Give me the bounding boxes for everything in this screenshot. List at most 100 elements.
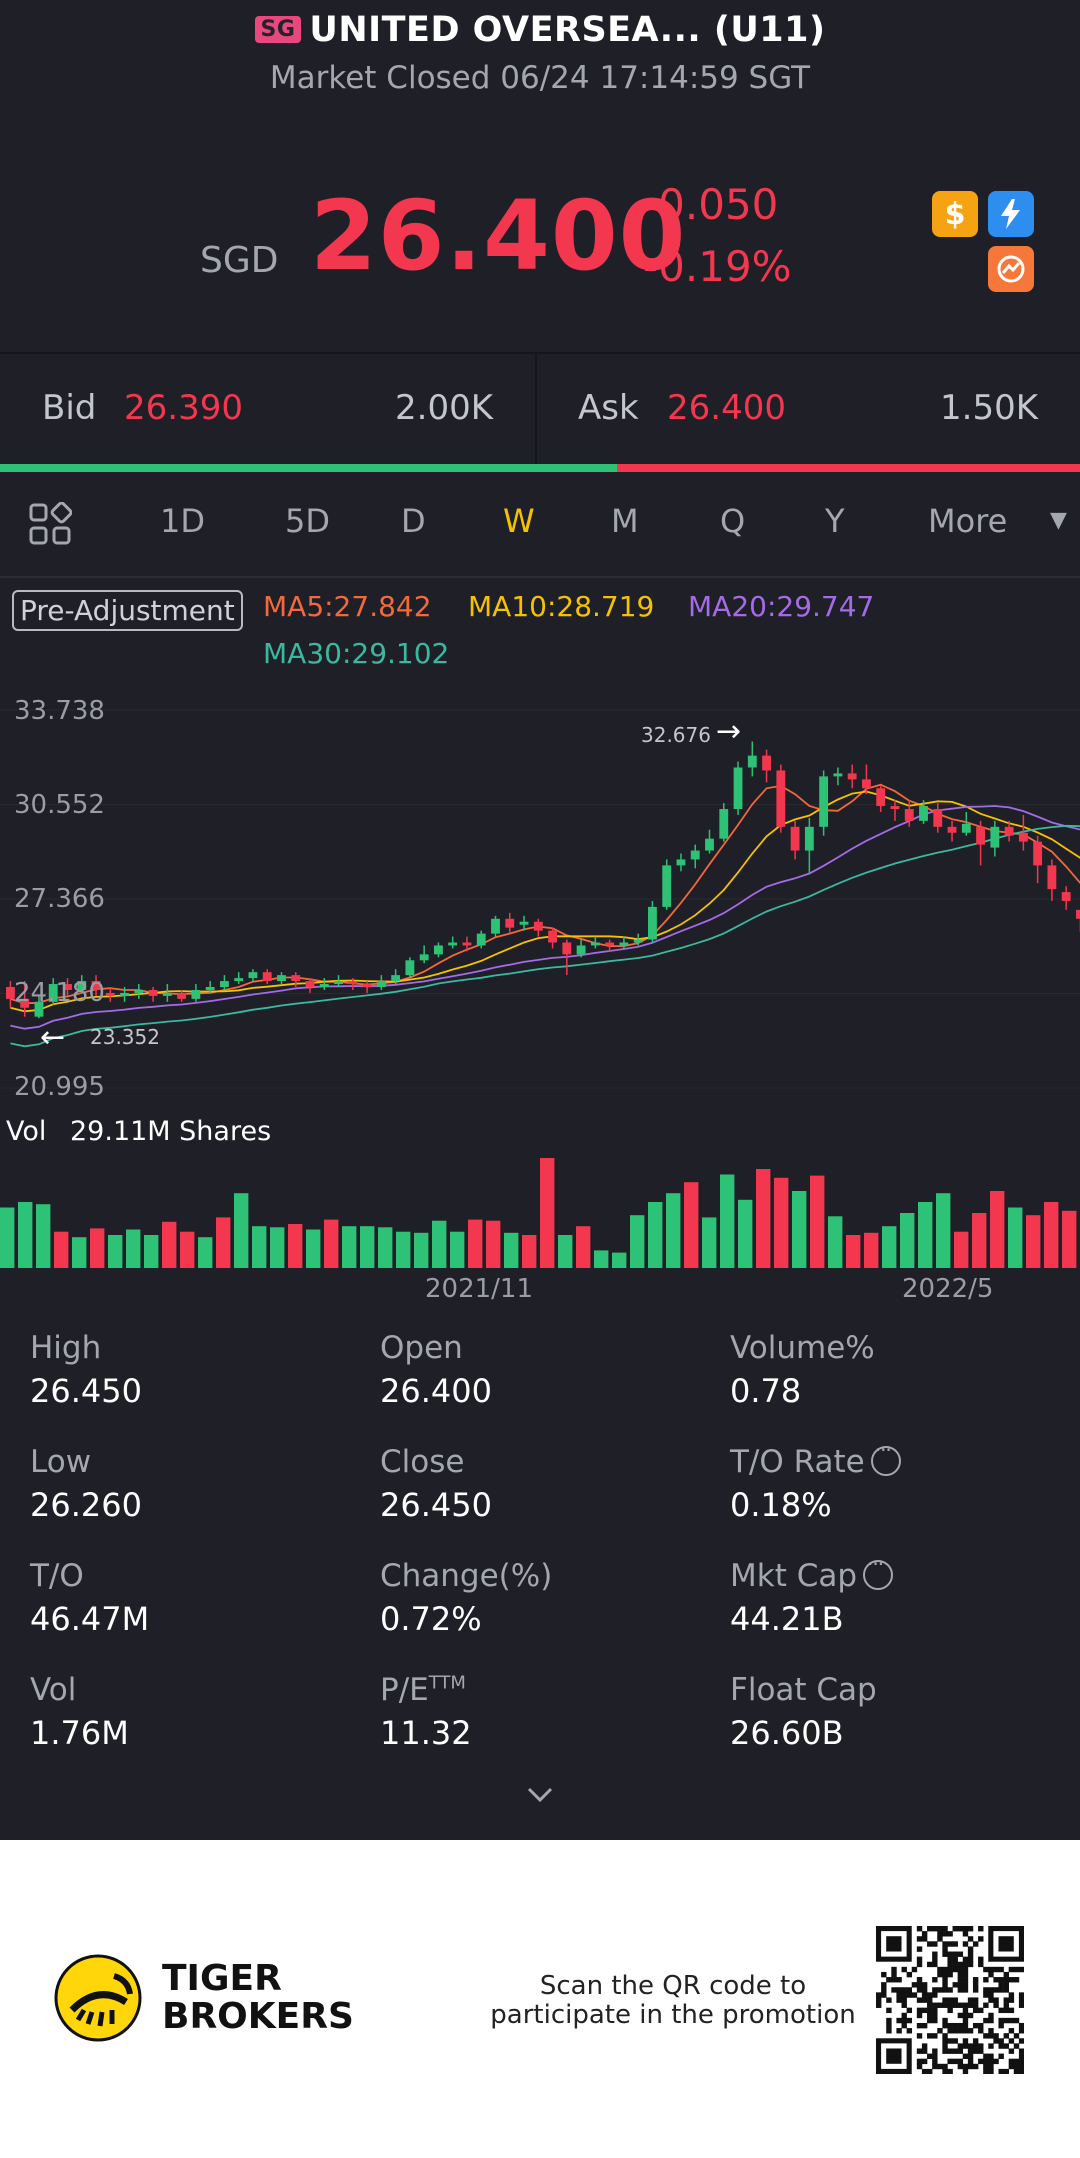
stat-label: Change(%) bbox=[380, 1558, 553, 1594]
volume-bar bbox=[432, 1220, 447, 1268]
qr-module bbox=[921, 2058, 928, 2065]
qr-module bbox=[957, 1987, 964, 1993]
volume-bar bbox=[576, 1226, 591, 1268]
tab-1d[interactable]: 1D bbox=[160, 502, 205, 540]
last-price: 26.400 bbox=[310, 180, 687, 292]
stat-value: 1.76M bbox=[30, 1714, 129, 1752]
qr-module bbox=[967, 1956, 974, 1963]
volume-bar bbox=[630, 1215, 645, 1268]
qr-module bbox=[972, 2038, 979, 2044]
qr-module bbox=[1008, 2017, 1015, 2024]
candle-body bbox=[448, 942, 458, 946]
volume-bar bbox=[540, 1158, 555, 1268]
qr-module bbox=[1008, 1997, 1015, 2003]
bid-ratio-bar bbox=[0, 464, 617, 472]
qr-module bbox=[993, 2058, 999, 2065]
qr-module bbox=[962, 2068, 969, 2074]
tab-5d[interactable]: 5D bbox=[285, 502, 330, 540]
qr-module bbox=[983, 1966, 989, 1973]
arrow-right-icon: → bbox=[716, 714, 742, 749]
qr-module bbox=[901, 2017, 907, 2024]
qr-module bbox=[891, 1966, 897, 1973]
qr-module bbox=[921, 2007, 928, 2014]
lightning-badge-icon[interactable] bbox=[988, 191, 1034, 237]
qr-module bbox=[962, 1941, 969, 1947]
y-tick-label: 24.180 bbox=[14, 978, 105, 1008]
qr-module bbox=[972, 1941, 979, 1947]
stat-float-cap: Float Cap 26.60B bbox=[730, 1672, 877, 1752]
info-icon[interactable] bbox=[863, 1552, 894, 1590]
candlestick-chart[interactable] bbox=[0, 690, 1080, 1100]
pre-adjustment-toggle[interactable]: Pre-Adjustment bbox=[12, 590, 243, 631]
shortable-badge-icon[interactable] bbox=[988, 246, 1034, 292]
qr-module bbox=[942, 2043, 948, 2049]
tab-y[interactable]: Y bbox=[825, 502, 845, 540]
stat-label: P/ETTM bbox=[380, 1672, 472, 1708]
qr-module bbox=[927, 1997, 933, 2003]
qr-code[interactable] bbox=[876, 1926, 1024, 2074]
expand-chevron-icon[interactable] bbox=[525, 1785, 555, 1809]
qr-module bbox=[988, 2058, 994, 2065]
ask-price: 26.400 bbox=[667, 388, 786, 428]
qr-module bbox=[942, 2022, 948, 2029]
candle-body bbox=[562, 942, 572, 955]
candle-body bbox=[790, 826, 800, 851]
qr-module bbox=[988, 2053, 994, 2059]
candles bbox=[6, 741, 1080, 1019]
qr-module bbox=[942, 1926, 948, 1932]
candle-body bbox=[376, 981, 386, 987]
volume-bar bbox=[180, 1231, 195, 1268]
qr-module bbox=[972, 1982, 979, 1988]
stat-label-sup: TTM bbox=[428, 1672, 466, 1694]
candle-body bbox=[1047, 865, 1057, 890]
candle-body bbox=[961, 823, 971, 833]
stat-label: Mkt Cap bbox=[730, 1552, 894, 1594]
promo-text: Scan the QR code to participate in the p… bbox=[488, 1972, 858, 2030]
chevron-down-icon[interactable]: ▼ bbox=[1050, 508, 1067, 533]
qr-module bbox=[1013, 1977, 1020, 1983]
qr-module bbox=[957, 1971, 964, 1978]
volume-bar bbox=[756, 1169, 771, 1268]
candle-body bbox=[305, 981, 315, 987]
moving-average-lines bbox=[10, 783, 1080, 1048]
tab-q[interactable]: Q bbox=[720, 502, 746, 540]
volume-bar bbox=[828, 1216, 843, 1268]
volume-chart[interactable] bbox=[0, 1150, 1080, 1270]
qr-module bbox=[886, 1997, 892, 2003]
qr-module bbox=[921, 1931, 928, 1937]
tab-d[interactable]: D bbox=[401, 502, 426, 540]
tab-m[interactable]: M bbox=[611, 502, 639, 540]
qr-module bbox=[967, 2028, 974, 2034]
info-icon[interactable] bbox=[870, 1438, 901, 1476]
candle-body bbox=[533, 921, 543, 931]
tab-w[interactable]: W bbox=[503, 502, 535, 540]
qr-module bbox=[998, 2017, 1004, 2024]
qr-module bbox=[947, 2058, 953, 2065]
dollar-badge-icon[interactable]: $ bbox=[932, 191, 978, 237]
qr-module bbox=[932, 2017, 938, 2024]
candle-body bbox=[648, 906, 657, 940]
qr-module bbox=[993, 1997, 999, 2003]
qr-module bbox=[896, 1987, 902, 1993]
grid-layout-icon[interactable] bbox=[28, 501, 73, 546]
stat-pe: P/ETTM 11.32 bbox=[380, 1672, 472, 1752]
ask-panel: Ask 26.400 1.50K bbox=[537, 354, 1080, 464]
qr-module bbox=[921, 2068, 928, 2074]
qr-module bbox=[901, 2022, 907, 2029]
candle-body bbox=[904, 809, 914, 821]
qr-module bbox=[993, 2002, 999, 2008]
candle-body bbox=[719, 809, 729, 839]
qr-module bbox=[978, 2007, 984, 2014]
stat-change-pct: Change(%) 0.72% bbox=[380, 1558, 552, 1638]
more-tab[interactable]: More bbox=[928, 502, 1008, 540]
qr-module bbox=[932, 1956, 938, 1963]
bid-price: 26.390 bbox=[124, 388, 243, 428]
candle-body bbox=[162, 992, 172, 996]
stat-value: 26.400 bbox=[380, 1372, 492, 1410]
qr-module bbox=[876, 1992, 882, 1998]
stat-value: 0.78 bbox=[730, 1372, 802, 1410]
qr-module bbox=[921, 2022, 928, 2029]
candle-body bbox=[419, 954, 429, 961]
qr-module bbox=[916, 2063, 923, 2070]
volume-bar bbox=[288, 1224, 303, 1268]
